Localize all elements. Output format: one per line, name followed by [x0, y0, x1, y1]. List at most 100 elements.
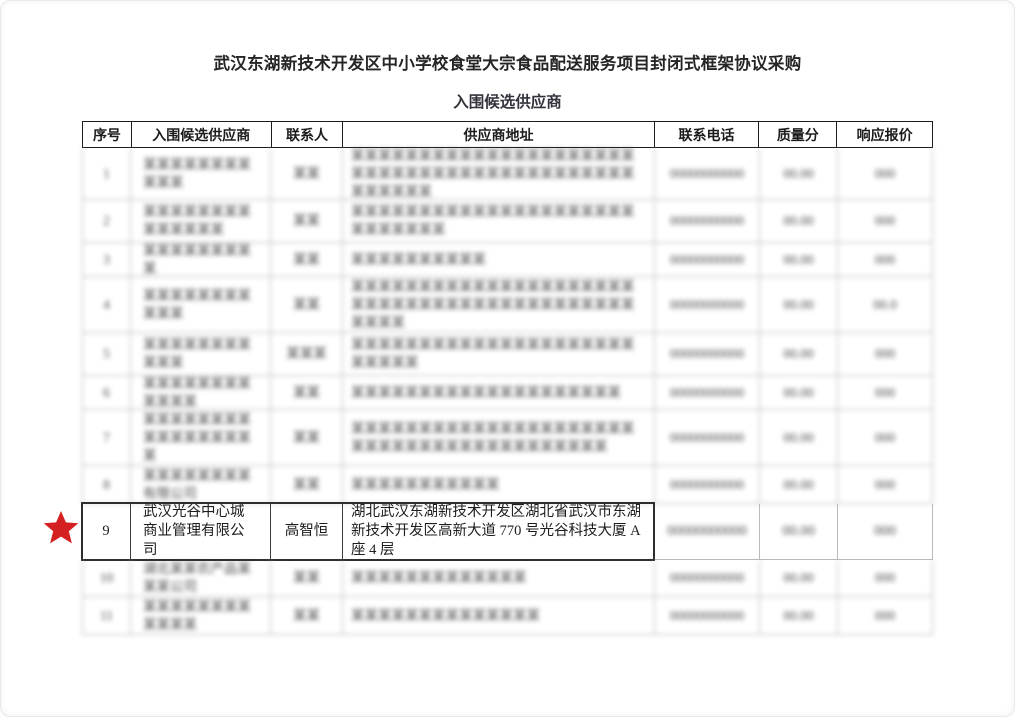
cell-phone: 00000000000 — [655, 560, 760, 597]
table-row-blurred: 8 某某某某某某某某有限公司 某某 某某某某某某某某某某某 0000000000… — [82, 466, 933, 504]
table-row-blurred: 10 湖北某某农产品某某某公司 某某 某某某某某某某某某某某某某 0000000… — [82, 560, 933, 597]
red-star-icon — [43, 511, 79, 544]
cell-score: 00.00 — [760, 277, 838, 333]
cell-phone: 00000000000 — [655, 333, 760, 376]
cell-score: 00.00 — [760, 243, 838, 277]
cell-quote: 000 — [838, 243, 933, 277]
cell-supplier: 某某某某某某某某某某某某某某某某某 — [131, 410, 271, 466]
cell-contact: 某某某 — [271, 333, 343, 376]
cell-supplier: 某某某某某某某某有限公司 — [131, 466, 271, 504]
cell-supplier: 某某某某某某某某某某某某某某 — [131, 200, 271, 243]
table-row-blurred: 1 某某某某某某某某某某某 某某 某某某某某某某某某某某某某某某某某某某某某某某… — [82, 148, 933, 200]
cell-quote: 000 — [838, 560, 933, 597]
cell-address: 某某某某某某某某某某某某某某 — [343, 597, 655, 635]
cell-quote: 00.0 — [838, 277, 933, 333]
document-subtitle: 入围候选供应商 — [453, 94, 562, 111]
cell-contact: 某某 — [271, 200, 343, 243]
cell-score: 00.00 — [760, 466, 838, 504]
table-row-blurred: 7 某某某某某某某某某某某某某某某某某 某某 某某某某某某某某某某某某某某某某某… — [82, 410, 933, 466]
cell-no: 11 — [82, 597, 131, 635]
cell-address: 某某某某某某某某某某某某某某某某某某某某 — [343, 376, 655, 410]
cell-no: 9 — [82, 504, 131, 560]
cell-contact: 高智恒 — [271, 504, 343, 560]
cell-supplier: 某某某某某某某某某 — [131, 243, 271, 277]
header-score: 质量分 — [759, 122, 838, 147]
cell-address: 某某某某某某某某某某 — [343, 243, 655, 277]
blurred-phone-text: 00000000000 — [667, 523, 747, 539]
header-address: 供应商地址 — [343, 122, 655, 147]
table-row-blurred: 4 某某某某某某某某某某某 某某 某某某某某某某某某某某某某某某某某某某某某某某… — [82, 277, 933, 333]
cell-quote: 000 — [838, 504, 933, 560]
cell-quote: 000 — [838, 333, 933, 376]
cell-phone: 00000000000 — [655, 243, 760, 277]
cell-no: 10 — [82, 560, 131, 597]
supplier-table: 序号 入围候选供应商 联系人 供应商地址 联系电话 质量分 响应报价 1 某某某… — [81, 121, 933, 635]
cell-no: 6 — [82, 376, 131, 410]
cell-phone: 00000000000 — [655, 148, 760, 200]
cell-score: 00.00 — [760, 376, 838, 410]
cell-contact: 某某 — [271, 243, 343, 277]
cell-no: 3 — [82, 243, 131, 277]
table-row-highlighted: 9 武汉光谷中心城商业管理有限公司 高智恒 湖北武汉东湖新技术开发区湖北省武汉市… — [81, 502, 933, 561]
cell-contact: 某某 — [271, 466, 343, 504]
cell-phone: 00000000000 — [655, 597, 760, 635]
cell-phone: 00000000000 — [655, 376, 760, 410]
cell-supplier: 某某某某某某某某某某某 — [131, 277, 271, 333]
cell-supplier: 武汉光谷中心城商业管理有限公司 — [131, 504, 271, 560]
cell-score: 00.00 — [760, 597, 838, 635]
cell-address: 某某某某某某某某某某某某某某某某某某某某某某某某某某 — [343, 333, 655, 376]
cell-contact: 某某 — [271, 597, 343, 635]
cell-address: 某某某某某某某某某某某某某某某某某某某某某某某某某某某某 — [343, 200, 655, 243]
cell-address: 某某某某某某某某某某某某某 — [343, 560, 655, 597]
cell-quote: 000 — [838, 376, 933, 410]
blurred-score-text: 00.00 — [782, 523, 815, 539]
cell-no: 8 — [82, 466, 131, 504]
cell-score: 00.00 — [760, 560, 838, 597]
cell-contact: 某某 — [271, 148, 343, 200]
header-no: 序号 — [83, 122, 132, 147]
cell-score: 00.00 — [760, 333, 838, 376]
cell-no: 5 — [82, 333, 131, 376]
cell-contact: 某某 — [271, 376, 343, 410]
cell-address: 湖北武汉东湖新技术开发区湖北省武汉市东湖新技术开发区高新大道 770 号光谷科技… — [343, 504, 655, 560]
cell-supplier: 某某某某某某某某某某某某 — [131, 597, 271, 635]
cell-supplier: 某某某某某某某某某某某某 — [131, 376, 271, 410]
cell-score: 00.00 — [760, 504, 838, 560]
cell-no: 4 — [82, 277, 131, 333]
table-row-blurred: 11 某某某某某某某某某某某某 某某 某某某某某某某某某某某某某某 000000… — [82, 597, 933, 635]
cell-phone: 00000000000 — [655, 200, 760, 243]
cell-no: 1 — [82, 148, 131, 200]
table-row-blurred: 5 某某某某某某某某某某某 某某某 某某某某某某某某某某某某某某某某某某某某某某… — [82, 333, 933, 376]
cell-address: 某某某某某某某某某某某某某某某某某某某某某某某某某某某某某某某某某某某某某某某某… — [343, 277, 655, 333]
document-title: 武汉东湖新技术开发区中小学校食堂大宗食品配送服务项目封闭式框架协议采购 — [213, 55, 802, 73]
cell-address: 某某某某某某某某某某某某某某某某某某某某某某某某某某某某某某某某某某某某某某某某 — [343, 410, 655, 466]
table-row-blurred: 2 某某某某某某某某某某某某某某 某某 某某某某某某某某某某某某某某某某某某某某… — [82, 200, 933, 243]
cell-contact: 某某 — [271, 560, 343, 597]
cell-address: 某某某某某某某某某某某 — [343, 466, 655, 504]
cell-supplier: 某某某某某某某某某某某 — [131, 333, 271, 376]
cell-phone: 00000000000 — [655, 504, 760, 560]
cell-quote: 000 — [838, 410, 933, 466]
cell-phone: 00000000000 — [655, 466, 760, 504]
table-header-row: 序号 入围候选供应商 联系人 供应商地址 联系电话 质量分 响应报价 — [82, 121, 933, 148]
header-contact: 联系人 — [272, 122, 344, 147]
cell-score: 00.00 — [760, 148, 838, 200]
header-phone: 联系电话 — [655, 122, 760, 147]
cell-contact: 某某 — [271, 410, 343, 466]
cell-quote: 000 — [838, 148, 933, 200]
cell-quote: 000 — [838, 200, 933, 243]
cell-quote: 000 — [838, 466, 933, 504]
cell-supplier: 湖北某某农产品某某某公司 — [131, 560, 271, 597]
cell-no: 7 — [82, 410, 131, 466]
table-row-blurred: 3 某某某某某某某某某 某某 某某某某某某某某某某 00000000000 00… — [82, 243, 933, 277]
cell-score: 00.00 — [760, 410, 838, 466]
cell-score: 00.00 — [760, 200, 838, 243]
blurred-quote-text: 000 — [874, 523, 896, 539]
cell-contact: 某某 — [271, 277, 343, 333]
cell-no: 2 — [82, 200, 131, 243]
cell-supplier: 某某某某某某某某某某某 — [131, 148, 271, 200]
cell-quote: 000 — [838, 597, 933, 635]
cell-phone: 00000000000 — [655, 277, 760, 333]
table-row-blurred: 6 某某某某某某某某某某某某 某某 某某某某某某某某某某某某某某某某某某某某 0… — [82, 376, 933, 410]
